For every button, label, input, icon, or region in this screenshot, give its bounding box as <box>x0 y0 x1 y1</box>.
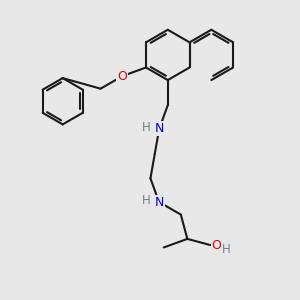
Text: H: H <box>142 194 151 207</box>
Text: H: H <box>222 243 231 256</box>
Text: N: N <box>154 196 164 208</box>
Text: N: N <box>154 122 164 135</box>
Text: O: O <box>212 239 221 252</box>
Text: O: O <box>117 70 127 83</box>
Text: H: H <box>142 121 151 134</box>
